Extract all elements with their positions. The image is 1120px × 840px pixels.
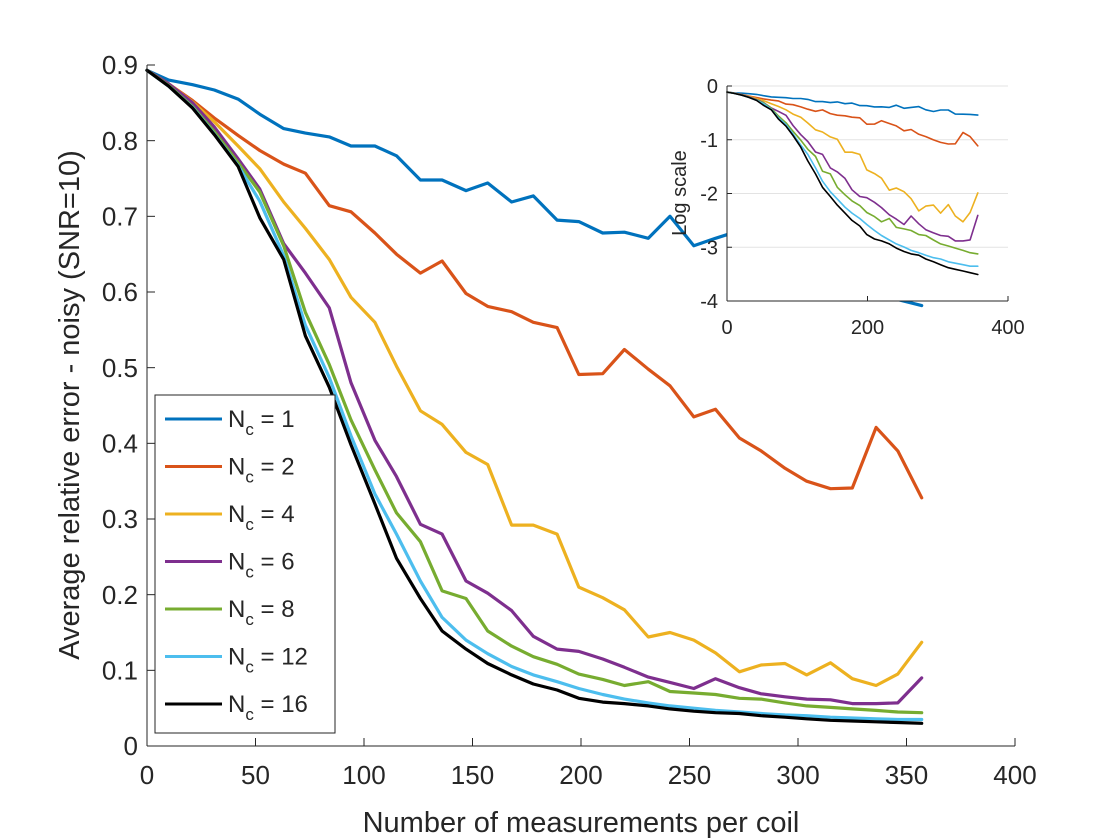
- legend-item: Nc = 16: [165, 691, 308, 724]
- inset-series-lines: [726, 91, 979, 276]
- main-x-tick-label: 0: [140, 760, 154, 790]
- main-x-ticks: 0 50 100 150 200 250 300 350 400: [140, 738, 1037, 790]
- inset-y-tick-label: -2: [700, 184, 718, 206]
- legend-label: Nc = 8: [228, 596, 295, 629]
- legend-box: [154, 394, 336, 734]
- main-y-tick-label: 0.6: [102, 277, 138, 307]
- main-x-tick-label: 400: [993, 760, 1036, 790]
- legend-label: Nc = 2: [228, 454, 295, 487]
- main-y-axis-label: Average relative error - noisy (SNR=10): [54, 150, 86, 660]
- main-series-lines: [145, 68, 924, 725]
- main-x-axis-label: Number of measurements per coil: [363, 807, 800, 839]
- inset-y-ticks: 0 -1 -2 -3 -4: [700, 76, 732, 313]
- inset-y-tick-label: -4: [700, 291, 718, 313]
- main-x-tick-label: 200: [559, 760, 602, 790]
- inset-x-ticks: 0 200 400: [721, 296, 1025, 339]
- main-series-line-6: [145, 68, 924, 722]
- legend-label: Nc = 1: [228, 406, 295, 439]
- inset-y-axis-label: Log scale: [669, 150, 691, 236]
- inset-series-line-3: [726, 91, 979, 223]
- main-x-tick-label: 150: [451, 760, 494, 790]
- inset-series-line-1: [726, 91, 979, 116]
- legend-item: Nc = 4: [165, 501, 295, 534]
- main-series-line-3: [145, 68, 924, 688]
- legend-label: Nc = 16: [228, 691, 308, 724]
- legend-label: Nc = 6: [228, 549, 295, 582]
- inset-y-tick-label: -1: [700, 130, 718, 152]
- legend-label: Nc = 4: [228, 501, 295, 534]
- main-y-tick-label: 0.7: [102, 201, 138, 231]
- legend-item: Nc = 2: [165, 454, 295, 487]
- legend-item: Nc = 6: [165, 549, 295, 582]
- main-y-tick-label: 0.8: [102, 126, 138, 156]
- legend-label: Nc = 12: [228, 644, 308, 677]
- main-y-tick-label: 0.9: [102, 50, 138, 80]
- main-series-line-2: [145, 68, 924, 500]
- main-x-tick-label: 350: [885, 760, 928, 790]
- main-x-tick-label: 100: [342, 760, 385, 790]
- main-y-tick-label: 0.4: [102, 428, 138, 458]
- main-series-line-7: [145, 68, 924, 725]
- main-y-tick-label: 0.5: [102, 353, 138, 383]
- inset-x-tick-label: 200: [851, 317, 884, 339]
- inset-x-tick-label: 0: [721, 317, 732, 339]
- legend-item: Nc = 8: [165, 596, 295, 629]
- main-y-tick-label: 0.3: [102, 504, 138, 534]
- legend-item: Nc = 1: [165, 406, 295, 439]
- legend: Nc = 1 Nc = 2 Nc = 4 Nc = 6 Nc = 8 Nc = 12 Nc …: [154, 394, 336, 734]
- main-x-tick-label: 300: [776, 760, 819, 790]
- main-y-tick-label: 0.2: [102, 580, 138, 610]
- inset-x-tick-label: 400: [991, 317, 1024, 339]
- main-y-tick-label: 0.1: [102, 655, 138, 685]
- inset-y-tick-label: 0: [707, 76, 718, 98]
- inset-y-tick-label: -3: [700, 237, 718, 259]
- main-x-tick-label: 50: [241, 760, 270, 790]
- inset-axes: 0 200 400 0 -1 -2 -3 -4 Log scale: [669, 76, 1025, 339]
- legend-item: Nc = 12: [165, 644, 308, 677]
- main-y-ticks: 0 0.1 0.2 0.3 0.4 0.5 0.6 0.7 0.8 0.9: [102, 50, 155, 761]
- main-series-line-5: [145, 68, 924, 715]
- main-x-tick-label: 250: [668, 760, 711, 790]
- inset-series-line-7: [726, 91, 979, 276]
- inset-series-line-2: [726, 91, 979, 147]
- main-y-tick-label: 0: [124, 731, 138, 761]
